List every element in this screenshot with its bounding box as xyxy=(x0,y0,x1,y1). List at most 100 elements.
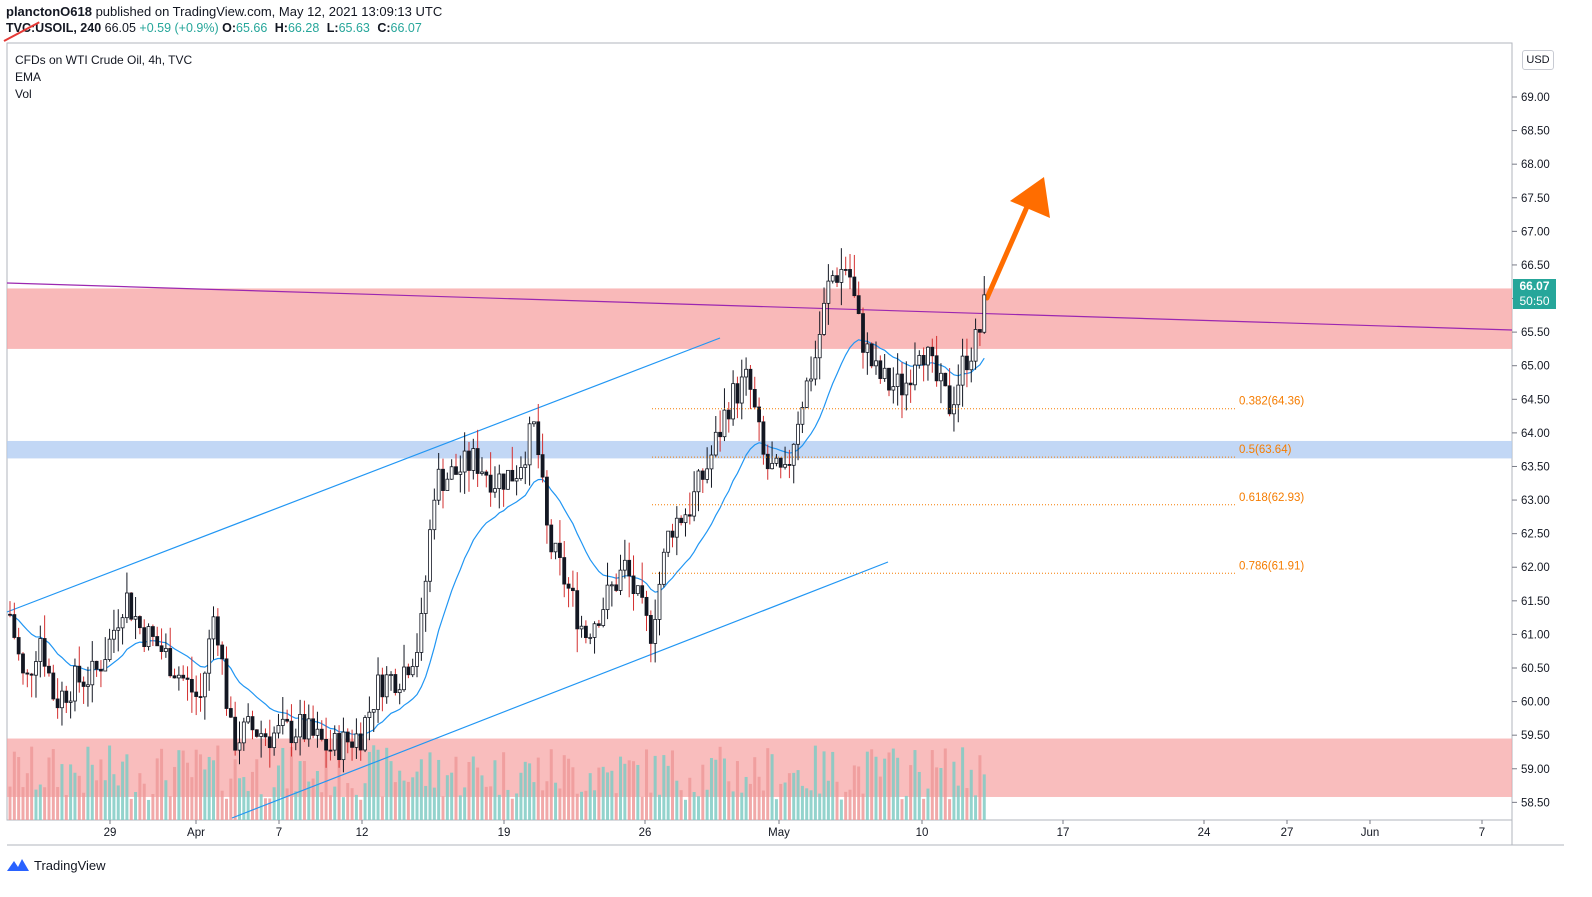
candle-body xyxy=(596,623,601,626)
volume-bar xyxy=(692,791,696,820)
volume-bar xyxy=(567,758,571,820)
volume-bar xyxy=(848,789,852,820)
candle-body xyxy=(90,660,95,686)
volume-bar xyxy=(956,785,960,820)
candle-body xyxy=(973,329,978,362)
volume-bar xyxy=(735,761,739,820)
volume-bar xyxy=(878,776,882,820)
volume-bar xyxy=(974,795,978,820)
volume-bar xyxy=(662,755,666,820)
candle-body xyxy=(402,666,406,691)
high-value: 66.28 xyxy=(287,21,320,35)
candle-body xyxy=(657,583,662,620)
candle-body xyxy=(874,360,878,367)
volume-bar xyxy=(69,764,73,820)
volume-bar xyxy=(852,765,856,820)
candle-body xyxy=(571,587,575,592)
candle-body xyxy=(956,384,961,406)
legend-title[interactable]: CFDs on WTI Crude Oil, 4h, TVC xyxy=(15,53,193,67)
y-tick-label: 69.00 xyxy=(1521,92,1550,104)
author-name[interactable]: planctonO618 xyxy=(6,4,92,19)
volume-bar xyxy=(740,792,744,820)
volume-bar xyxy=(233,759,237,820)
tradingview-logo[interactable]: TradingView xyxy=(6,856,106,874)
y-tick-label: 63.00 xyxy=(1521,495,1550,507)
symbol-label[interactable]: TVC:USOIL, 240 xyxy=(6,21,102,35)
candle-body xyxy=(133,616,138,620)
candle-body xyxy=(354,733,359,748)
candle-body xyxy=(328,749,333,752)
candle-body xyxy=(380,674,385,698)
volume-bar xyxy=(857,766,861,820)
volume-bar xyxy=(891,748,895,820)
candle-body xyxy=(791,443,796,466)
candle-body xyxy=(38,638,43,662)
publish-info: published on TradingView.com, May 12, 20… xyxy=(91,4,443,19)
x-tick-label: May xyxy=(768,827,790,839)
volume-bar xyxy=(441,796,445,820)
candle-body xyxy=(423,580,428,614)
volume-bar xyxy=(376,749,380,820)
y-tick-label: 63.50 xyxy=(1521,461,1550,473)
volume-bar xyxy=(822,751,826,820)
candle-body xyxy=(215,616,220,646)
candle-body xyxy=(324,738,328,751)
candle-body xyxy=(700,470,705,480)
volume-bar xyxy=(597,767,601,820)
candle-body xyxy=(843,269,848,271)
candle-body xyxy=(68,700,73,703)
legend-ema[interactable]: EMA xyxy=(15,70,42,84)
volume-bar xyxy=(398,770,402,820)
candle-body xyxy=(618,569,623,591)
candle-body xyxy=(475,448,480,474)
candle-body xyxy=(523,464,528,468)
candle-body xyxy=(861,313,865,353)
volume-bar xyxy=(670,750,674,820)
y-tick-label: 64.00 xyxy=(1521,428,1550,440)
volume-bar xyxy=(965,788,969,820)
legend-vol[interactable]: Vol xyxy=(15,87,32,101)
volume-bar xyxy=(532,782,536,820)
breakout-arrow-head xyxy=(1010,177,1050,218)
y-tick-label: 65.50 xyxy=(1521,327,1550,339)
volume-bar xyxy=(121,761,125,820)
candle-body xyxy=(869,343,874,367)
candle-body xyxy=(757,406,761,423)
volume-bar xyxy=(761,790,765,820)
currency-button[interactable]: USD xyxy=(1522,50,1554,70)
candle-body xyxy=(921,355,926,366)
candle-body xyxy=(306,718,311,740)
candle-body xyxy=(545,476,549,526)
volume-bar xyxy=(896,757,900,820)
candle-body xyxy=(713,431,718,456)
candle-body xyxy=(51,672,56,700)
candle-body xyxy=(722,409,727,438)
candle-body xyxy=(289,720,294,744)
volume-bar xyxy=(25,773,29,820)
price-change: +0.59 (+0.9%) xyxy=(139,21,219,35)
candle-body xyxy=(908,382,913,386)
volume-bar xyxy=(515,793,519,820)
volume-bar xyxy=(51,749,55,820)
candle-body xyxy=(519,467,523,479)
x-tick-label: 27 xyxy=(1281,827,1294,839)
candle-body xyxy=(939,372,943,382)
candle-body xyxy=(176,674,181,679)
candle-body xyxy=(142,627,147,647)
candle-body xyxy=(904,382,909,396)
candle-body xyxy=(29,673,34,676)
candle-body xyxy=(835,275,839,283)
candle-body xyxy=(830,275,835,282)
candle-body xyxy=(454,466,458,475)
volume-bar xyxy=(523,761,527,820)
candle-body xyxy=(415,652,419,667)
candle-body xyxy=(627,559,632,577)
volume-bar xyxy=(718,746,722,820)
candle-body xyxy=(943,372,948,387)
y-tick-label: 67.00 xyxy=(1521,226,1550,238)
candle-body xyxy=(462,450,467,473)
candle-body xyxy=(428,529,432,582)
y-tick-label: 58.50 xyxy=(1521,797,1550,809)
volume-bar xyxy=(666,765,670,820)
